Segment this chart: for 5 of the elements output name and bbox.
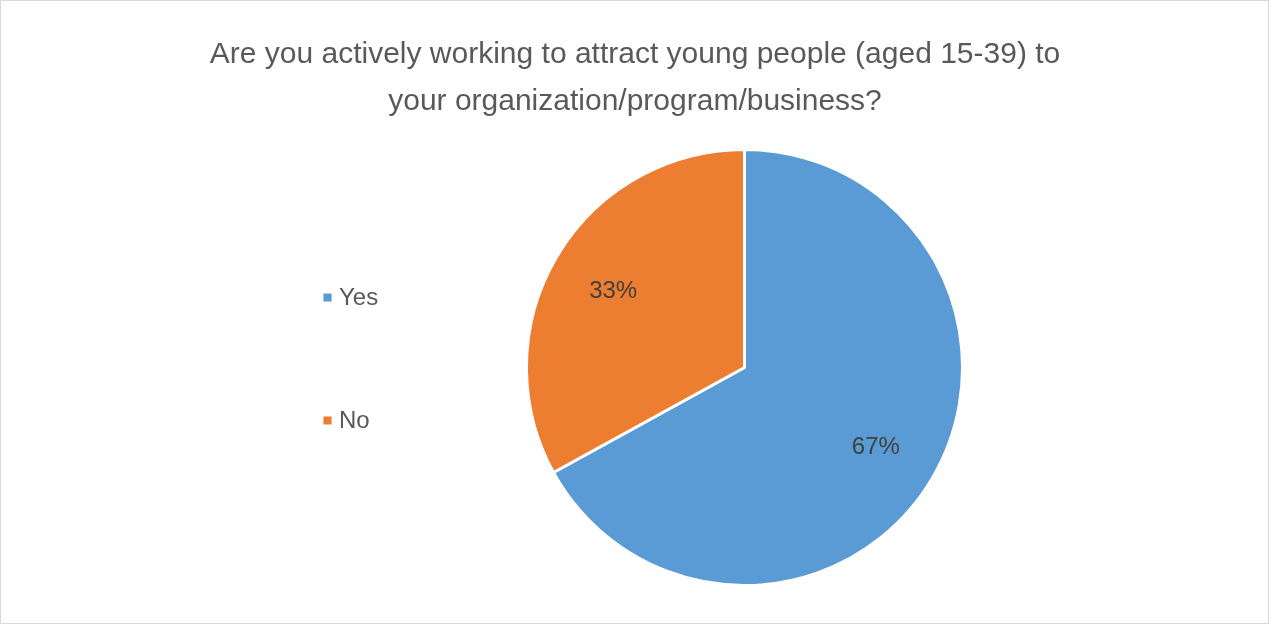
legend-label: Yes [339, 283, 379, 311]
data-label: 67% [851, 431, 900, 459]
legend-label: No [339, 406, 370, 434]
chart-title: Are you actively working to attract young people (aged 15-39) to your organization/program/business? [209, 36, 1061, 116]
data-label: 33% [589, 276, 638, 304]
